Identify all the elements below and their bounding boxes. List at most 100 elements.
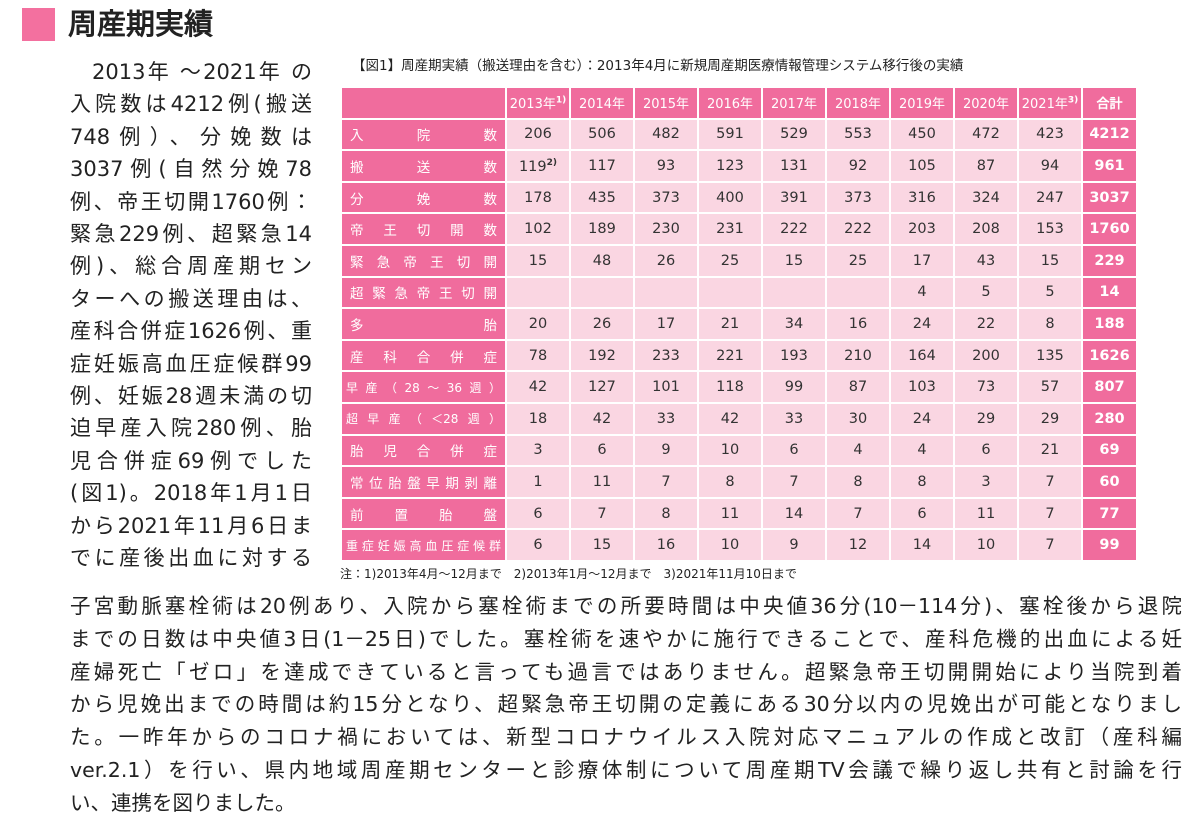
- cell: 16: [633, 528, 699, 562]
- cell: 29: [1017, 401, 1083, 436]
- cell-value: 119: [518, 158, 547, 175]
- column-label: 2019年: [898, 97, 946, 113]
- row-label: 重症妊娠高血圧症候群: [340, 528, 507, 562]
- row-label: 前置胎盤: [340, 496, 507, 531]
- cell: 26: [569, 307, 635, 341]
- row-label: 多胎: [340, 307, 507, 341]
- cell: 153: [1017, 212, 1083, 246]
- total-cell: 229: [1081, 243, 1138, 278]
- table-row: 胎児合併症 3 6 9 10 6 4 4 6 21 69: [340, 433, 1138, 468]
- table-row: 帝王切開数 102 189 230 231 222 222 203 208 153 1760: [340, 212, 1138, 246]
- column-header: 2015年: [633, 86, 699, 120]
- title: 周産期実績: [68, 7, 214, 41]
- column-header: 2013年1): [505, 86, 571, 120]
- cell: 200: [953, 338, 1019, 373]
- cell: 123: [697, 149, 763, 183]
- cell: 222: [825, 212, 891, 246]
- cell: 222: [761, 212, 827, 246]
- text-line: 例)、総合周産期セン: [70, 254, 312, 279]
- cell: 24: [889, 401, 955, 436]
- table-row: 常位胎盤早期剥離 1 11 7 8 7 8 8 3 7 60: [340, 465, 1138, 499]
- text-line: 3037例(自然分娩78: [70, 157, 312, 182]
- cell: 8: [1017, 307, 1083, 341]
- cell: 11: [569, 465, 635, 499]
- cell: 230: [633, 212, 699, 246]
- cell: 7: [761, 465, 827, 499]
- cell: [825, 275, 891, 310]
- row-label: 入院数: [340, 117, 507, 152]
- cell: 118: [697, 370, 763, 404]
- cell: 26: [633, 243, 699, 278]
- cell: 16: [825, 307, 891, 341]
- row-label: 常位胎盤早期剥離: [340, 465, 507, 499]
- cell: 29: [953, 401, 1019, 436]
- cell: 18: [505, 401, 571, 436]
- side-text: 2013年 ～2021年 の入院数は4212例(搬送 748例）、分娩数は 3037…: [70, 56, 312, 575]
- text-line: た。一昨年からのコロナ禍においては、新型コロナウイルス入院対応マニュアルの作成と…: [70, 725, 1182, 750]
- cell: 247: [1017, 180, 1083, 215]
- column-label: 2016年: [706, 97, 754, 113]
- cell: 5: [953, 275, 1019, 310]
- title-marker: [22, 8, 55, 41]
- cell: 20: [505, 307, 571, 341]
- cell: 15: [505, 243, 571, 278]
- cell: 42: [697, 401, 763, 436]
- column-label: 2013年: [509, 97, 556, 113]
- cell: 3: [953, 465, 1019, 499]
- cell: 529: [761, 117, 827, 152]
- total-cell: 1626: [1081, 338, 1138, 373]
- cell: [569, 275, 635, 310]
- row-label: 緊急帝王切開: [340, 243, 507, 278]
- text-line: 例、妊娠28週未満の切: [70, 384, 312, 409]
- text-line: 産婦死亡「ゼロ」を達成できていると言っても過言ではありません。超緊急帝王切開開始…: [70, 659, 1182, 684]
- cell: 21: [1017, 433, 1083, 468]
- total-cell: 280: [1081, 401, 1138, 436]
- row-label: 帝王切開数: [340, 212, 507, 246]
- cell: 6: [953, 433, 1019, 468]
- cell: 48: [569, 243, 635, 278]
- table-caption: 【図1】周産期実績（搬送理由を含む）：2013年4月に新規周産期医療情報管理シス…: [352, 58, 964, 74]
- cell: 92: [825, 149, 891, 183]
- cell: 450: [889, 117, 955, 152]
- cell: 178: [505, 180, 571, 215]
- cell: 5: [1017, 275, 1083, 310]
- cell: 4: [889, 275, 955, 310]
- cell: 6: [569, 433, 635, 468]
- cell: 25: [697, 243, 763, 278]
- text-line: 児合併症69例でした: [70, 448, 312, 473]
- cell: 7: [1017, 465, 1083, 499]
- cell: 33: [761, 401, 827, 436]
- cell: 553: [825, 117, 891, 152]
- text-line: 例、帝王切開1760例：: [70, 189, 312, 214]
- total-header: 合計: [1081, 86, 1138, 120]
- column-label: 2017年: [770, 97, 818, 113]
- total-cell: 69: [1081, 433, 1138, 468]
- cell: 11: [697, 496, 763, 531]
- cell: 1192): [505, 149, 571, 183]
- cell: 373: [633, 180, 699, 215]
- table-row: 緊急帝王切開 15 48 26 25 15 25 17 43 15 229: [340, 243, 1138, 278]
- cell: 42: [569, 401, 635, 436]
- cell: [505, 275, 571, 310]
- cell: 17: [889, 243, 955, 278]
- cell: 221: [697, 338, 763, 373]
- total-cell: 77: [1081, 496, 1138, 531]
- row-label: 超緊急帝王切開: [340, 275, 507, 310]
- total-cell: 14: [1081, 275, 1138, 310]
- cell: 117: [569, 149, 635, 183]
- cell: 231: [697, 212, 763, 246]
- table-row: 搬送数 1192) 117 93 123 131 92 105 87 94 961: [340, 149, 1138, 183]
- column-label: 2020年: [962, 97, 1010, 113]
- cell: 42: [505, 370, 571, 404]
- text-line: までの日数は中央値3日(1－25日)でした。塞栓術を速やかに施行できることで、産…: [70, 626, 1182, 651]
- text-line: 748例）、分娩数は: [70, 124, 312, 149]
- cell: 15: [761, 243, 827, 278]
- cell: 101: [633, 370, 699, 404]
- cell: 14: [889, 528, 955, 562]
- total-cell: 4212: [1081, 117, 1138, 152]
- total-cell: 188: [1081, 307, 1138, 341]
- column-header: 2014年: [569, 86, 635, 120]
- cell: 193: [761, 338, 827, 373]
- column-header: 2018年: [825, 86, 891, 120]
- cell: 10: [697, 433, 763, 468]
